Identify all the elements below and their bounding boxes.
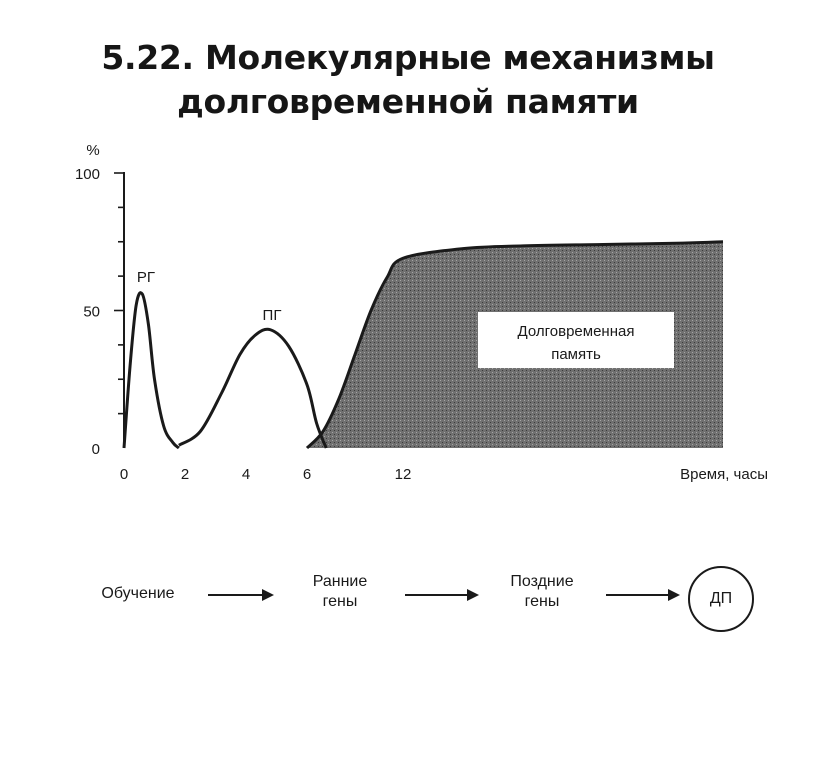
x-tick-label: 12	[395, 466, 412, 483]
ltm-label-box	[478, 312, 674, 368]
flow-late-genes-line1: Поздние	[510, 573, 574, 590]
x-tick-label: 2	[181, 466, 189, 483]
flow-learning: Обучение	[101, 585, 175, 602]
y-tick-label: 0	[92, 441, 100, 458]
flow-early-genes-line1: Ранние	[312, 573, 368, 590]
flow-late-genes-line2: гены	[524, 593, 560, 610]
flow-arrow-1	[208, 589, 274, 601]
page-title-line1: 5.22. Молекулярные механизмы	[101, 38, 715, 77]
x-tick-label: 0	[120, 466, 128, 483]
flow-early-genes-line2: гены	[322, 593, 358, 610]
flow-arrow-2	[405, 589, 479, 601]
flow-result-label: ДП	[709, 590, 733, 607]
memory-chart: 0 50 100% 0 2 4 6 12 Время, часы РГ ПГ Долговременн…	[75, 142, 768, 483]
page-title-line2: долговременной памяти	[177, 82, 639, 121]
x-tick-label: 4	[242, 466, 250, 483]
series-pg-line	[178, 327, 328, 449]
annotation-ltm-line1: Долговременная	[518, 323, 635, 340]
flow-arrow-3	[606, 589, 680, 601]
annotation-rg: РГ	[137, 269, 155, 286]
y-tick-label: 50	[83, 304, 100, 321]
flow-early-genes: Ранние гены	[300, 572, 380, 612]
series-rg-line	[122, 291, 180, 450]
x-tick-label: 6	[303, 466, 311, 483]
annotation-ltm-line2: память	[551, 346, 601, 363]
series-ltm-line	[305, 240, 724, 450]
annotation-pg: ПГ	[263, 307, 282, 324]
flow-result-circle: ДП	[688, 566, 754, 632]
y-tick-label: 100	[75, 166, 100, 183]
x-axis-label: Время, часы	[680, 466, 768, 483]
flow-late-genes: Поздние гены	[497, 572, 587, 612]
y-axis-unit: %	[86, 142, 99, 159]
